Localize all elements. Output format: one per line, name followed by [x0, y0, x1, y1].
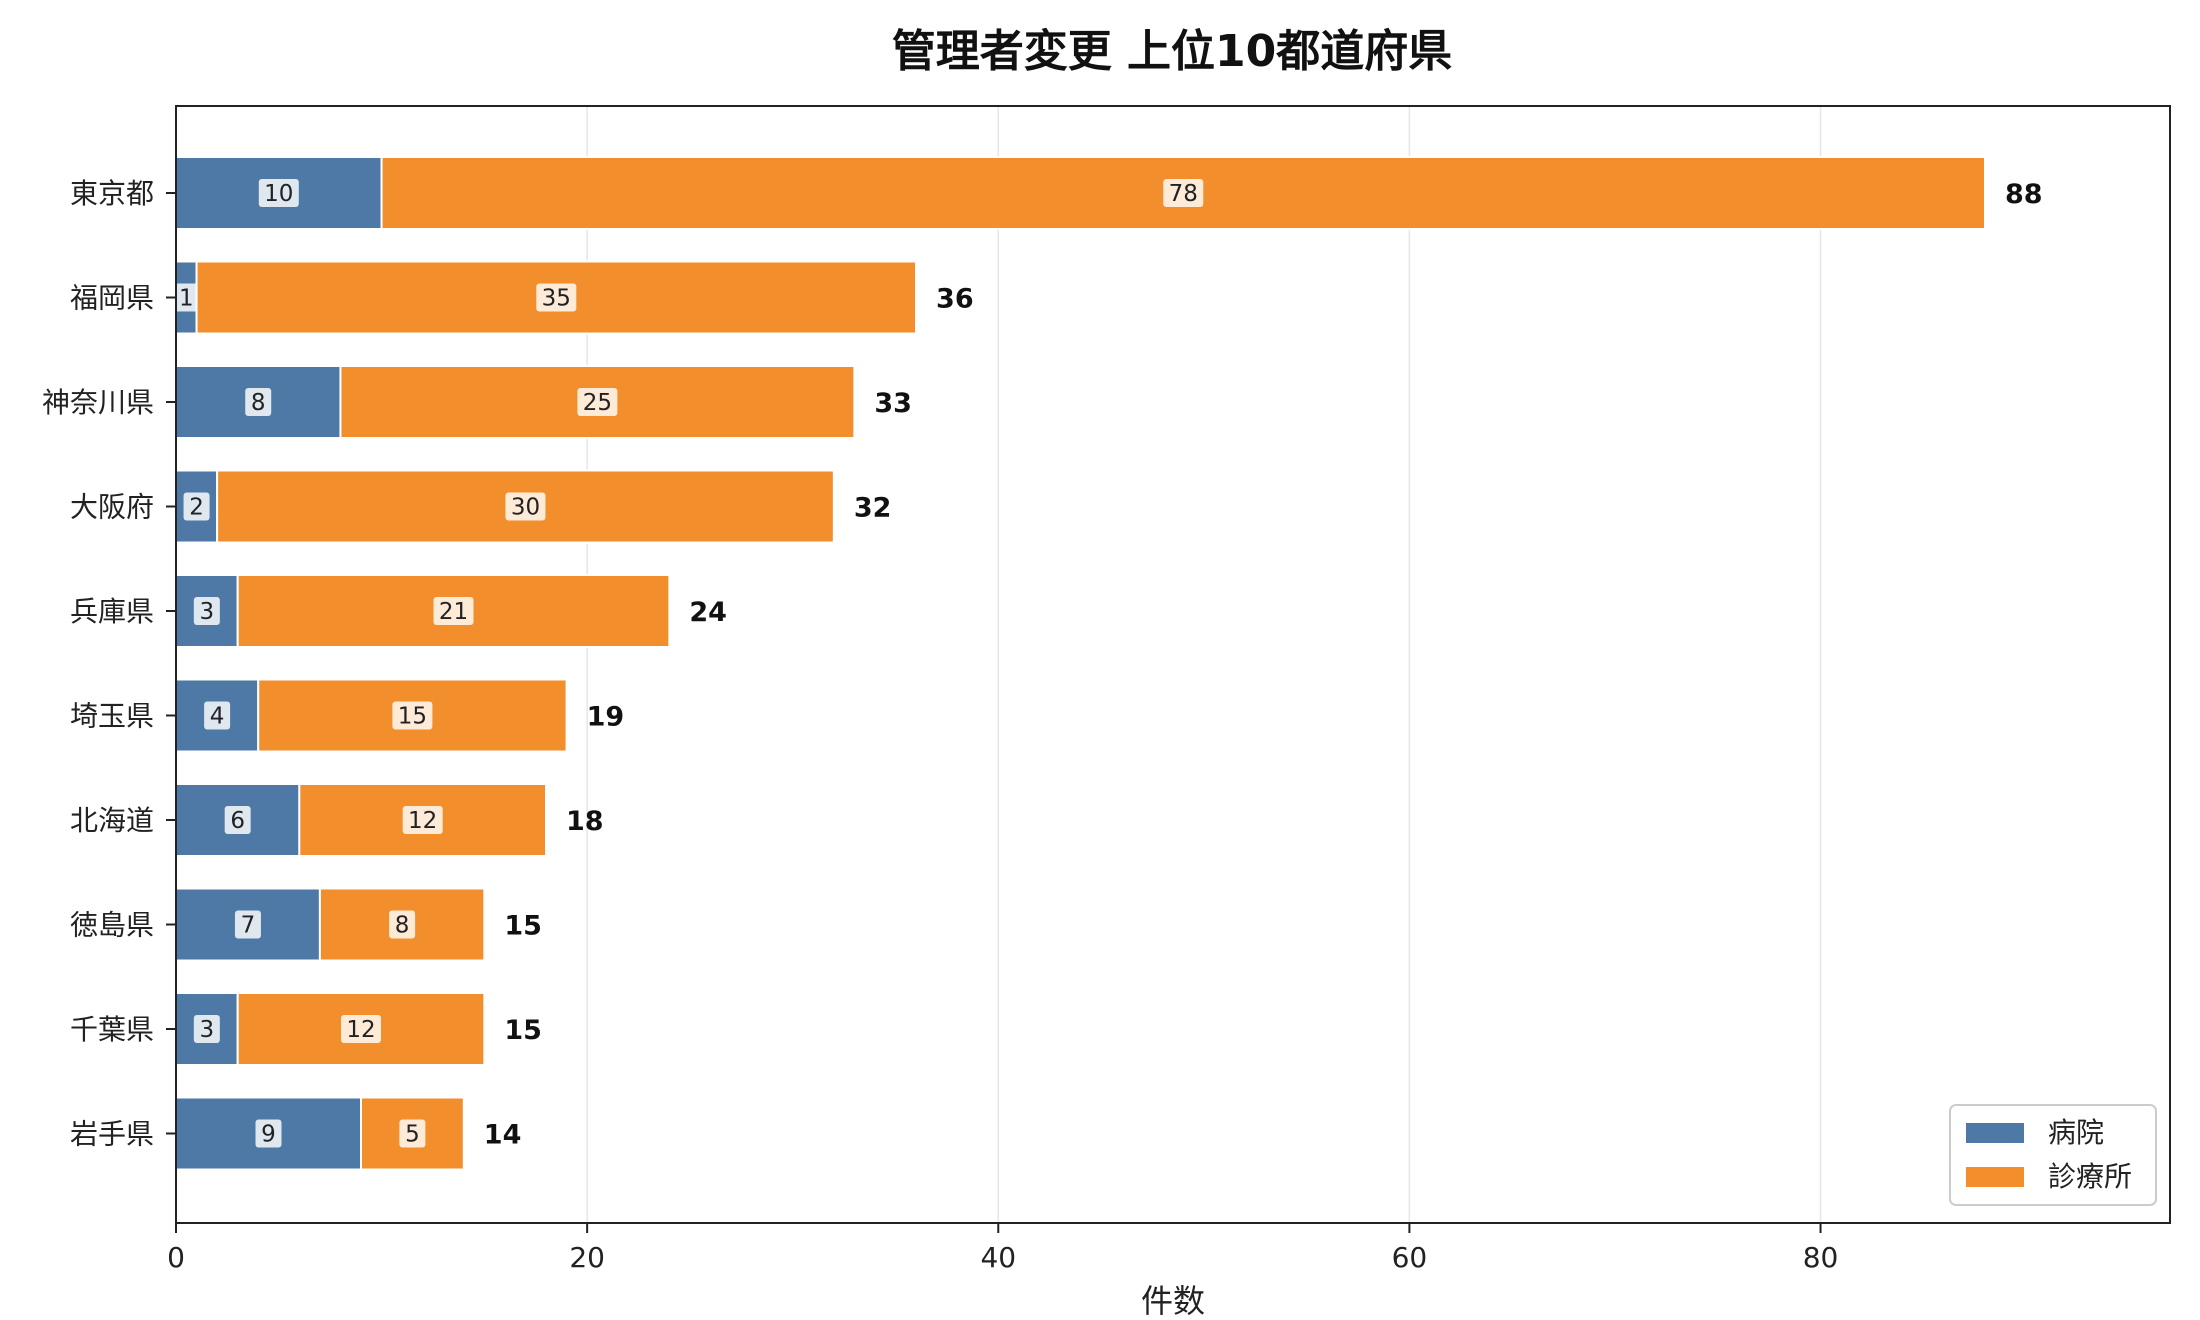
legend-label: 病院 [2048, 1116, 2104, 1149]
segment-value-label: 9 [261, 1122, 276, 1148]
category-label: 北海道 [70, 804, 154, 837]
segment-value-label: 25 [583, 390, 612, 416]
segment-label-box [224, 806, 251, 834]
segment-label-box [536, 283, 577, 312]
segment-value-label: 15 [398, 704, 427, 730]
bar-segment [195, 260, 918, 335]
category-label: 神奈川県 [42, 386, 154, 419]
total-value-label: 36 [936, 284, 974, 315]
segment-label-box [341, 1015, 382, 1043]
segment-value-label: 2 [189, 495, 204, 521]
category-label: 埼玉県 [70, 700, 154, 733]
segment-label-box [1163, 179, 1204, 207]
segment-value-label: 3 [200, 599, 215, 625]
x-tick-label: 20 [569, 1241, 605, 1274]
segment-label-box [392, 701, 433, 730]
segment-label-box [204, 701, 231, 730]
category-label: 岩手県 [70, 1118, 154, 1151]
plot-frame [175, 105, 2171, 1224]
x-axis-label: 件数 [1141, 1282, 1205, 1320]
total-value-label: 15 [504, 1015, 542, 1046]
x-axis: 0 20 40 60 80 [167, 1223, 1838, 1274]
x-tick-label: 40 [980, 1241, 1016, 1274]
total-value-label: 88 [2005, 179, 2043, 210]
segment-label-box [399, 1119, 426, 1148]
total-value-label: 19 [587, 702, 625, 733]
segment-value-label: 35 [542, 286, 571, 312]
legend-swatch [1966, 1167, 2024, 1187]
segment-label-box [245, 388, 272, 416]
segment-value-label: 21 [439, 599, 468, 625]
segment-label-box [402, 806, 443, 834]
segment-label-box [433, 597, 474, 625]
bar-segment [339, 365, 856, 439]
chart-title: 管理者変更 上位10都道府県 [892, 26, 1453, 77]
x-tick-label: 80 [1803, 1241, 1839, 1274]
segment-value-label: 12 [346, 1017, 375, 1043]
segment-value-label: 5 [405, 1122, 420, 1148]
bars: 10 78 881 35 368 25 332 30 323 21 244 15 196 12 187 8 15… [173, 156, 2043, 1171]
total-value-label: 14 [484, 1120, 522, 1151]
segment-value-label: 4 [210, 704, 225, 730]
segment-label-box [193, 597, 220, 625]
category-label: 大阪府 [70, 491, 154, 524]
segment-value-label: 10 [264, 181, 293, 207]
segment-value-label: 3 [200, 1017, 215, 1043]
total-value-label: 18 [566, 806, 604, 837]
segment-value-label: 8 [251, 390, 266, 416]
category-label: 千葉県 [70, 1013, 154, 1046]
category-label: 徳島県 [70, 909, 154, 942]
category-label: 東京都 [70, 177, 154, 210]
segment-label-box [505, 492, 546, 521]
total-value-label: 15 [504, 911, 542, 942]
segment-label-box [389, 910, 416, 939]
segment-label-box [255, 1119, 282, 1148]
grid-lines [586, 106, 1822, 1223]
total-value-label: 24 [689, 597, 727, 628]
total-value-label: 33 [874, 388, 912, 419]
total-value-label: 32 [854, 493, 892, 524]
legend-label: 診療所 [2048, 1160, 2132, 1193]
x-tick-label: 0 [167, 1241, 185, 1274]
segment-value-label: 6 [230, 808, 245, 834]
segment-value-label: 30 [511, 495, 540, 521]
segment-label-box [234, 910, 261, 939]
x-tick-label: 60 [1392, 1241, 1428, 1274]
segment-value-label: 7 [241, 913, 256, 939]
segment-value-label: 78 [1169, 181, 1198, 207]
legend-swatch [1966, 1123, 2024, 1143]
segment-value-label: 12 [408, 808, 437, 834]
segment-value-label: 8 [395, 913, 410, 939]
segment-value-label: 1 [179, 286, 194, 312]
segment-label-box [193, 1015, 220, 1043]
segment-label-box [173, 283, 200, 312]
segment-label-box [183, 492, 210, 521]
segment-label-box [577, 388, 618, 416]
category-label: 福岡県 [70, 282, 154, 315]
category-label: 兵庫県 [70, 595, 154, 628]
segment-label-box [258, 179, 299, 207]
